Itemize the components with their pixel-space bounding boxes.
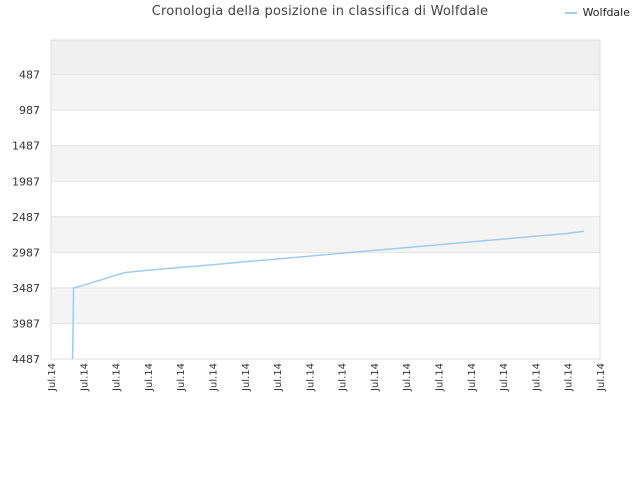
- x-tick-label: Jul.14: [338, 363, 349, 392]
- x-tick-label: Jul.14: [241, 363, 252, 392]
- legend-swatch: [564, 11, 577, 14]
- x-tick-label: Jul.14: [370, 363, 381, 392]
- grid-band: [51, 252, 600, 288]
- series-line-wolfdale: [71, 230, 585, 360]
- grid-band: [51, 110, 600, 146]
- x-tick-label: Jul.14: [467, 363, 478, 392]
- x-tick-label: Jul.14: [112, 363, 123, 392]
- chart-title: Cronologia della posizione in classifica…: [151, 4, 489, 19]
- x-tick-label: Jul.14: [402, 363, 413, 392]
- legend-label-wolfdale: Wolfdale: [582, 6, 630, 19]
- x-tick-label: Jul.14: [79, 363, 90, 392]
- y-tick-label: 3487: [12, 282, 40, 295]
- x-tick-label: Jul.14: [273, 363, 284, 392]
- y-tick-label: 1987: [12, 175, 40, 188]
- y-tick-label: 987: [19, 104, 40, 117]
- x-tick-label: Jul.14: [144, 363, 155, 392]
- plot-border: [50, 39, 601, 360]
- x-tick-label: Jul.14: [564, 363, 575, 392]
- x-tick-label: Jul.14: [47, 363, 58, 392]
- x-tick-label: Jul.14: [435, 363, 446, 392]
- grid-band: [51, 145, 600, 182]
- x-tick-label: Jul.14: [596, 363, 607, 392]
- grid-band: [51, 74, 600, 111]
- grid-band: [51, 287, 600, 324]
- y-tick-label: 4487: [12, 353, 40, 366]
- x-tick-label: Jul.14: [305, 363, 316, 392]
- x-tick-label: Jul.14: [208, 363, 219, 392]
- legend: Wolfdale: [564, 6, 630, 19]
- y-tick-label: 3987: [12, 317, 40, 330]
- grid-band: [51, 216, 600, 253]
- y-tick-label: 487: [19, 69, 40, 82]
- y-tick-label: 2987: [12, 246, 40, 259]
- x-tick-label: Jul.14: [176, 363, 187, 392]
- x-tick-label: Jul.14: [499, 363, 510, 392]
- grid-band: [51, 181, 600, 217]
- x-tick-label: Jul.14: [531, 363, 542, 392]
- y-tick-label: 1487: [12, 140, 40, 153]
- grid-band: [51, 40, 600, 75]
- grid-band: [51, 323, 600, 359]
- y-tick-label: 2487: [12, 211, 40, 224]
